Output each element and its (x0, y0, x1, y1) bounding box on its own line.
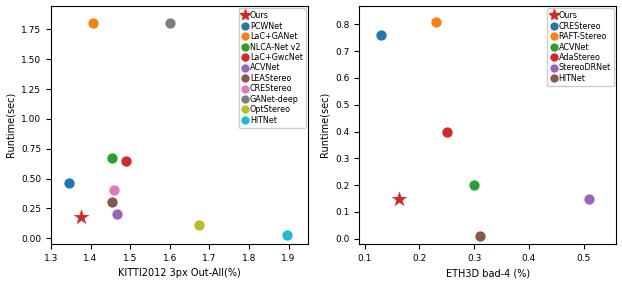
Y-axis label: Runtime(sec): Runtime(sec) (320, 92, 330, 158)
Point (195, 223, 205, 227)
Point (431, 19, 441, 24)
Point (475, 234, 485, 238)
Legend: Ours, CREStereo, RAFT-Stereo, ACVNet, AdaStereo, StereoDRNet, HITNet: Ours, CREStereo, RAFT-Stereo, ACVNet, Ad… (547, 8, 614, 86)
Point (282, 233, 292, 237)
Point (442, 129, 452, 134)
Point (76, 214, 86, 219)
Point (109, 188, 119, 193)
Point (64, 181, 74, 185)
Point (121, 158, 131, 163)
Y-axis label: Runtime(sec): Runtime(sec) (6, 92, 16, 158)
Point (165, 21, 175, 26)
Legend: Ours, PCWNet, LaC+GANet, NLCA-Net v2, LaC+GwcNet, ACVNet, LEAStereo, CREStereo, : Ours, PCWNet, LaC+GANet, NLCA-Net v2, La… (238, 8, 306, 128)
X-axis label: KITTI2012 3px Out-All(%): KITTI2012 3px Out-All(%) (118, 268, 241, 278)
Point (113, 212, 123, 217)
X-axis label: ETH3D bad-4 (%): ETH3D bad-4 (%) (446, 268, 530, 278)
Point (394, 196, 404, 201)
Point (376, 33, 386, 37)
Point (584, 196, 594, 201)
Point (106, 200, 116, 205)
Point (88, 21, 98, 26)
Point (469, 183, 479, 187)
Point (108, 156, 118, 160)
